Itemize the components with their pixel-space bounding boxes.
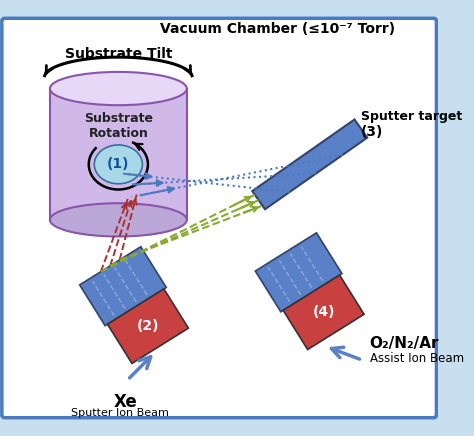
Polygon shape <box>252 119 367 209</box>
Text: Sputter Ion Beam: Sputter Ion Beam <box>71 408 169 418</box>
Polygon shape <box>255 233 342 312</box>
Text: (4): (4) <box>312 305 335 319</box>
Polygon shape <box>80 247 166 326</box>
Polygon shape <box>283 275 364 350</box>
Text: Assist Ion Beam: Assist Ion Beam <box>370 352 464 365</box>
FancyBboxPatch shape <box>2 18 437 418</box>
Text: Vacuum Chamber (≤10⁻⁷ Torr): Vacuum Chamber (≤10⁻⁷ Torr) <box>160 22 395 36</box>
Polygon shape <box>108 289 189 364</box>
Text: (3): (3) <box>361 125 383 139</box>
Ellipse shape <box>50 72 187 105</box>
Text: (1): (1) <box>107 157 129 171</box>
Text: Substrate
Rotation: Substrate Rotation <box>84 112 153 140</box>
Text: Sputter target: Sputter target <box>361 110 462 123</box>
FancyBboxPatch shape <box>50 89 187 220</box>
Ellipse shape <box>50 203 187 236</box>
Text: Xe: Xe <box>114 393 137 411</box>
Text: Substrate Tilt: Substrate Tilt <box>64 47 172 61</box>
Text: (2): (2) <box>137 319 159 333</box>
Text: O₂/N₂/Ar: O₂/N₂/Ar <box>370 336 439 351</box>
Ellipse shape <box>94 145 142 184</box>
